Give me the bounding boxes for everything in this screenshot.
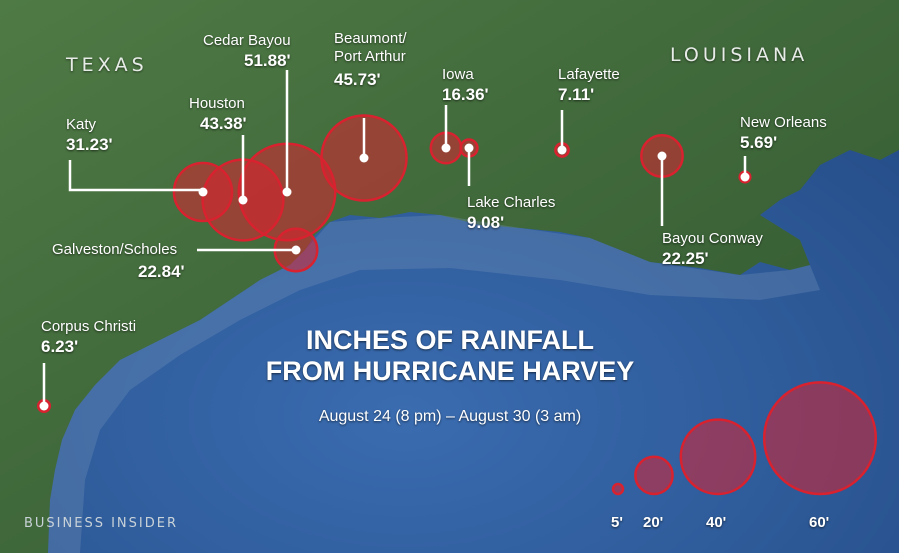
location-value-bayou-conway: 22.25'	[662, 249, 709, 268]
location-name-houston: Houston	[189, 95, 245, 112]
state-label-texas: TEXAS	[66, 54, 148, 76]
location-dot-iowa	[441, 143, 451, 153]
leader-katy	[68, 160, 200, 192]
location-dot-katy	[198, 187, 208, 197]
leader-lines	[42, 70, 747, 404]
location-value-corpus-christi: 6.23'	[41, 337, 79, 356]
legend-label-60: 60'	[809, 514, 830, 531]
map-title-line-1: INCHES OF RAINFALL	[306, 325, 594, 355]
location-value-lafayette: 7.11'	[558, 85, 595, 104]
location-value-iowa: 16.36'	[442, 85, 489, 104]
location-dot-beaumont-port-arthur	[359, 153, 369, 163]
location-name-lake-charles: Lake Charles	[467, 194, 556, 211]
legend-label-20: 20'	[643, 514, 664, 531]
location-dot-lake-charles	[464, 143, 474, 153]
map-title: INCHES OF RAINFALL FROM HURRICANE HARVEY	[250, 325, 650, 387]
location-name-galveston-scholes: Galveston/Scholes	[52, 241, 178, 258]
location-dot-new-orleans	[740, 172, 750, 182]
location-value-new-orleans: 5.69'	[740, 133, 778, 152]
legend-label-5: 5'	[611, 514, 623, 531]
location-value-beaumont-port-arthur: 45.73'	[334, 70, 381, 89]
map-title-line-2: FROM HURRICANE HARVEY	[265, 356, 635, 386]
location-dot-lafayette	[557, 145, 567, 155]
location-name-lafayette: Lafayette	[558, 66, 620, 83]
state-label-louisiana: LOUISIANA	[670, 44, 809, 66]
location-name-katy: Katy	[66, 116, 97, 133]
location-dot-galveston-scholes	[291, 245, 301, 255]
location-dot-bayou-conway	[657, 151, 667, 161]
location-name-corpus-christi: Corpus Christi	[41, 318, 137, 335]
location-dot-houston	[238, 195, 248, 205]
location-value-cedar-bayou: 51.88'	[244, 51, 291, 70]
legend-label-40: 40'	[706, 514, 727, 531]
legend-circle-40	[679, 418, 757, 496]
location-dot-corpus-christi	[39, 401, 49, 411]
legend-circle-20	[634, 455, 674, 496]
location-name-bayou-conway: Bayou Conway	[662, 230, 763, 247]
location-value-houston: 43.38'	[200, 114, 247, 133]
location-name-iowa: Iowa	[442, 66, 474, 83]
legend-circle-60	[762, 381, 878, 496]
location-name-cedar-bayou: Cedar Bayou	[203, 32, 291, 49]
location-dot-cedar-bayou	[282, 187, 292, 197]
coastal-shelf	[48, 215, 820, 553]
location-value-katy: 31.23'	[66, 135, 113, 154]
location-name-beaumont-port-arthur: Beaumont/ Port Arthur	[334, 30, 407, 65]
location-name-new-orleans: New Orleans	[740, 114, 827, 131]
location-value-galveston-scholes: 22.84'	[138, 262, 185, 281]
map-subtitle: August 24 (8 pm) – August 30 (3 am)	[318, 408, 582, 425]
dots-layer	[39, 143, 750, 411]
location-value-lake-charles: 9.08'	[467, 213, 505, 232]
brand-logo: BUSINESS INSIDER	[24, 516, 178, 531]
legend-circle-5	[611, 482, 625, 496]
